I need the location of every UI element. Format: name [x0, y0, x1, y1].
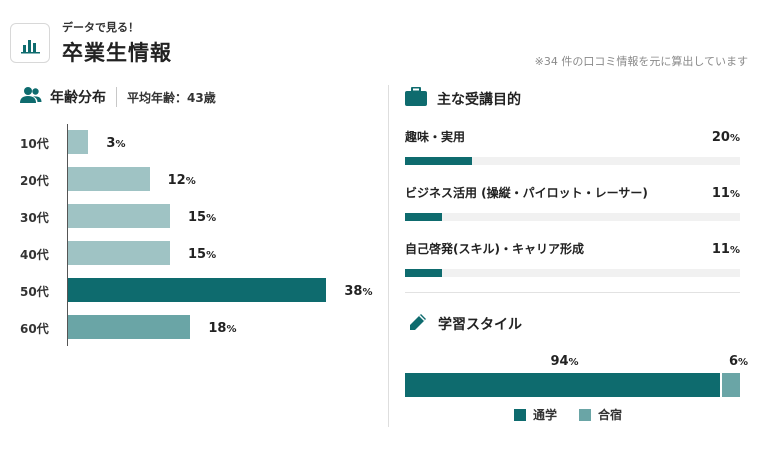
legend-swatch	[579, 408, 592, 421]
age-bar	[68, 204, 170, 228]
legend-swatch	[514, 408, 526, 421]
style-value-label: 6%	[729, 354, 749, 369]
age-bar	[68, 278, 327, 302]
purpose-bar-fill	[405, 157, 472, 165]
age-value-label: 3%	[106, 136, 126, 151]
age-bar	[68, 130, 89, 154]
purpose-label: 趣味・実用	[405, 130, 466, 144]
style-section-header: 学習スタイル	[408, 312, 522, 336]
purpose-item: 趣味・実用 20%	[405, 128, 740, 168]
purpose-label: ビジネス活用 (操縦・パイロット・レーサー)	[405, 186, 648, 200]
users-icon	[20, 86, 42, 108]
style-segment-通学	[405, 373, 720, 397]
purpose-bar-track	[405, 269, 740, 277]
legend-item: 合宿	[579, 406, 622, 423]
bar-chart-icon	[10, 23, 50, 63]
age-category-label: 30代	[20, 211, 49, 225]
column-divider	[388, 85, 389, 427]
age-value-label: 15%	[188, 210, 217, 225]
style-legend: 通学 合宿	[514, 406, 644, 423]
legend-item: 通学	[514, 406, 557, 423]
purpose-bar-track	[405, 213, 740, 221]
age-section-label: 年齢分布	[50, 90, 106, 106]
purpose-bar-fill	[405, 269, 442, 277]
age-bar	[68, 241, 170, 265]
age-bar	[68, 315, 191, 339]
page-header: データで見る！ 卒業生情報 ※34 件の口コミ情報を元に算出しています	[10, 10, 750, 70]
age-row-10代: 10代 3%	[0, 130, 380, 156]
style-section-label: 学習スタイル	[438, 317, 522, 333]
purpose-section-label: 主な受講目的	[437, 91, 521, 108]
purpose-value: 11%	[711, 186, 740, 201]
age-category-label: 50代	[20, 285, 49, 299]
age-section-header: 年齢分布 平均年齢： 43歳	[20, 86, 216, 108]
age-row-60代: 60代 18%	[0, 315, 380, 341]
age-value-label: 38%	[344, 284, 373, 299]
purpose-bar-fill	[405, 213, 442, 221]
legend-label: 合宿	[598, 408, 623, 422]
age-category-label: 20代	[20, 174, 49, 188]
age-value-label: 15%	[188, 247, 217, 262]
average-age-label: 平均年齢：	[127, 90, 188, 105]
purpose-value: 20%	[711, 130, 740, 145]
age-bar	[68, 167, 150, 191]
purpose-section-header: 主な受講目的	[405, 86, 521, 110]
legend-label: 通学	[533, 408, 558, 422]
page-title: 卒業生情報	[62, 41, 172, 65]
page-eyebrow: データで見る！	[62, 21, 139, 34]
age-row-20代: 20代 12%	[0, 167, 380, 193]
age-row-40代: 40代 15%	[0, 241, 380, 267]
age-category-label: 10代	[20, 137, 49, 151]
age-row-50代: 50代 38%	[0, 278, 380, 304]
source-note: ※34 件の口コミ情報を元に算出しています	[534, 55, 748, 68]
purpose-bar-track	[405, 157, 740, 165]
pencil-icon	[408, 312, 428, 336]
age-value-label: 12%	[167, 173, 196, 188]
section-divider	[405, 292, 740, 293]
header-separator	[116, 87, 117, 107]
chart-axis-line	[67, 124, 68, 346]
purpose-item: ビジネス活用 (操縦・パイロット・レーサー) 11%	[405, 184, 740, 224]
briefcase-icon	[405, 86, 427, 110]
average-age-value: 43歳	[187, 90, 216, 105]
style-value-label: 94%	[550, 354, 579, 369]
age-category-label: 60代	[20, 322, 49, 336]
age-row-30代: 30代 15%	[0, 204, 380, 230]
style-stacked-bar	[405, 373, 740, 397]
style-segment-合宿	[719, 373, 740, 397]
purpose-label: 自己啓発(スキル)・キャリア形成	[405, 242, 584, 256]
purpose-item: 自己啓発(スキル)・キャリア形成 11%	[405, 240, 740, 280]
age-value-label: 18%	[208, 321, 237, 336]
age-category-label: 40代	[20, 248, 49, 262]
age-distribution-chart: 10代 3% 20代 12% 30代 15% 40代 15% 50代 38% 60代 18%	[0, 122, 380, 352]
purpose-value: 11%	[711, 242, 740, 257]
